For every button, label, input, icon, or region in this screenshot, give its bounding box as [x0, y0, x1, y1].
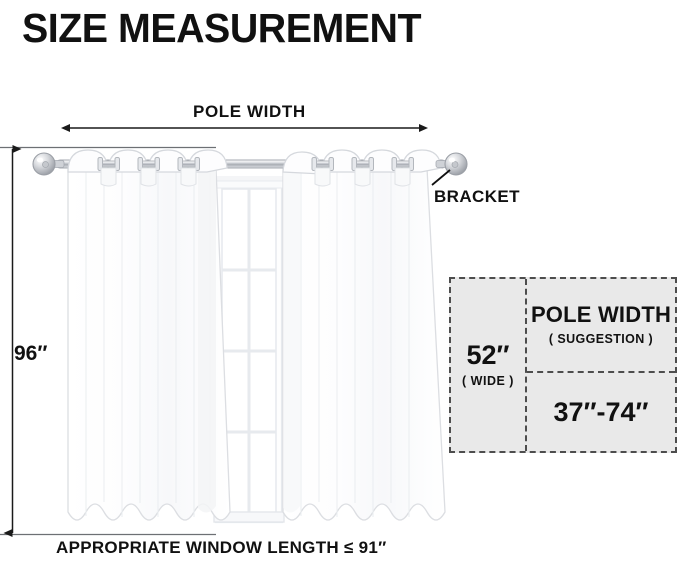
grommet-rings-left: [97, 157, 200, 187]
curtain-panel-right: [282, 167, 446, 521]
pole-width-suggestion-label: ( SUGGESTION ): [548, 332, 654, 346]
vertical-extension-lines: [0, 146, 216, 536]
window-graphic: [213, 176, 285, 526]
width-value: 52″: [466, 340, 510, 370]
info-cells-pole-width: POLE WIDTH ( SUGGESTION ) 37″-74″: [527, 279, 675, 451]
size-info-box: 52″ ( WIDE ) POLE WIDTH ( SUGGESTION ) 3…: [449, 277, 677, 453]
window-length-note: APPROPRIATE WINDOW LENGTH ≤ 91″: [56, 538, 387, 557]
rod-finial-right: [435, 152, 468, 176]
pole-width-title: POLE WIDTH: [530, 302, 672, 327]
bracket-callout-label: BRACKET: [434, 187, 520, 206]
info-cell-pole-width-range: 37″-74″: [527, 373, 675, 451]
pole-width-range-value: 37″-74″: [553, 396, 649, 427]
info-cell-width: 52″ ( WIDE ): [451, 279, 527, 451]
grommet-rings-right: [311, 157, 414, 187]
curtain-panel-left: [67, 167, 231, 521]
width-value-sublabel: ( WIDE ): [462, 374, 514, 388]
page-title: SIZE MEASUREMENT: [22, 5, 422, 51]
pole-width-dimension-label: POLE WIDTH: [193, 102, 306, 121]
rod-finial-left: [32, 152, 65, 176]
bracket-leader-line: [431, 169, 451, 186]
height-dimension-label: 96″: [14, 342, 48, 365]
info-cell-pole-width-title: POLE WIDTH ( SUGGESTION ): [527, 279, 675, 373]
